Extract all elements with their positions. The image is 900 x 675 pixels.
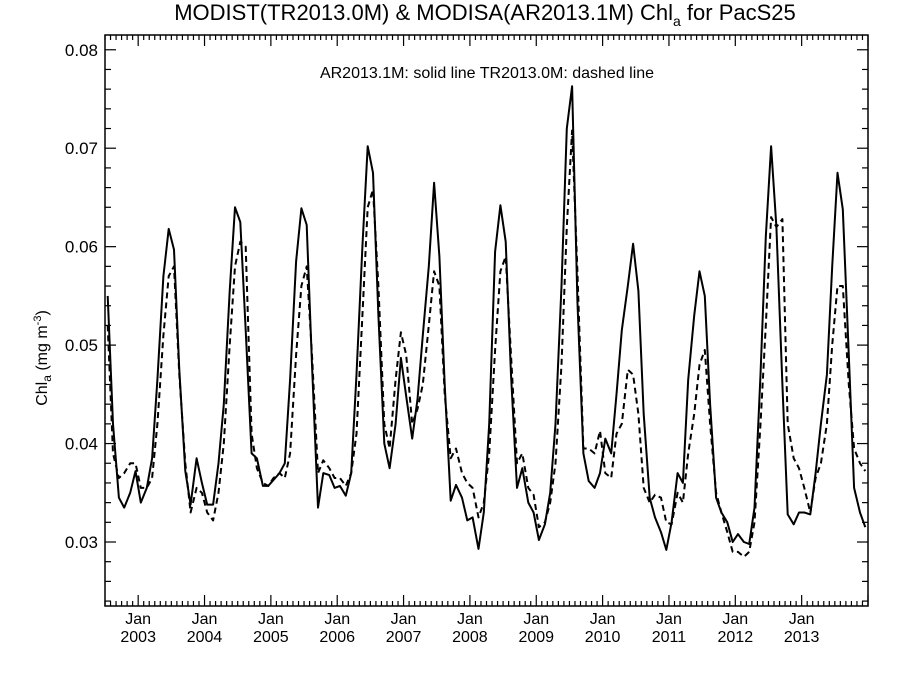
y-tick-label: 0.08	[65, 41, 98, 60]
x-tick-month-label: Jan	[656, 611, 682, 628]
line-style-annotation: AR2013.1M: solid line TR2013.0M: dashed …	[320, 65, 654, 82]
x-tick-month-label: Jan	[192, 611, 218, 628]
y-tick-label: 0.05	[65, 336, 98, 355]
x-tick-month-label: Jan	[324, 611, 350, 628]
x-tick-year-label: 2005	[253, 629, 289, 646]
x-tick-month-label: Jan	[125, 611, 151, 628]
x-tick-year-label: 2012	[718, 629, 754, 646]
x-tick-year-label: 2011	[652, 629, 687, 646]
series-line-solid	[106, 85, 867, 551]
x-tick-month-label: Jan	[590, 611, 616, 628]
x-tick-month-label: Jan	[258, 611, 284, 628]
y-axis-label: Chla (mg m-3)	[32, 310, 54, 406]
x-tick-month-label: Jan	[789, 611, 815, 628]
x-tick-year-label: 2010	[585, 629, 621, 646]
y-tick-label: 0.03	[65, 533, 98, 552]
x-tick-year-label: 2003	[120, 629, 156, 646]
x-tick-month-label: Jan	[523, 611, 549, 628]
y-tick-label: 0.07	[65, 139, 98, 158]
x-tick-year-label: 2004	[187, 629, 223, 646]
x-tick-year-label: 2009	[518, 629, 554, 646]
y-tick-label: 0.06	[65, 238, 98, 257]
x-tick-year-label: 2008	[452, 629, 488, 646]
y-tick-label: 0.04	[65, 435, 98, 454]
series-line-dashed	[106, 129, 867, 558]
x-tick-year-label: 2007	[386, 629, 422, 646]
x-tick-month-label: Jan	[391, 611, 417, 628]
x-tick-month-label: Jan	[722, 611, 748, 628]
x-tick-month-label: Jan	[457, 611, 483, 628]
chart-title: MODIST(TR2013.0M) & MODISA(AR2013.1M) Ch…	[174, 0, 796, 29]
plot-area: 0.030.040.050.060.070.08Jan2003Jan2004Ja…	[65, 34, 869, 646]
x-tick-year-label: 2013	[784, 629, 820, 646]
x-tick-year-label: 2006	[319, 629, 355, 646]
